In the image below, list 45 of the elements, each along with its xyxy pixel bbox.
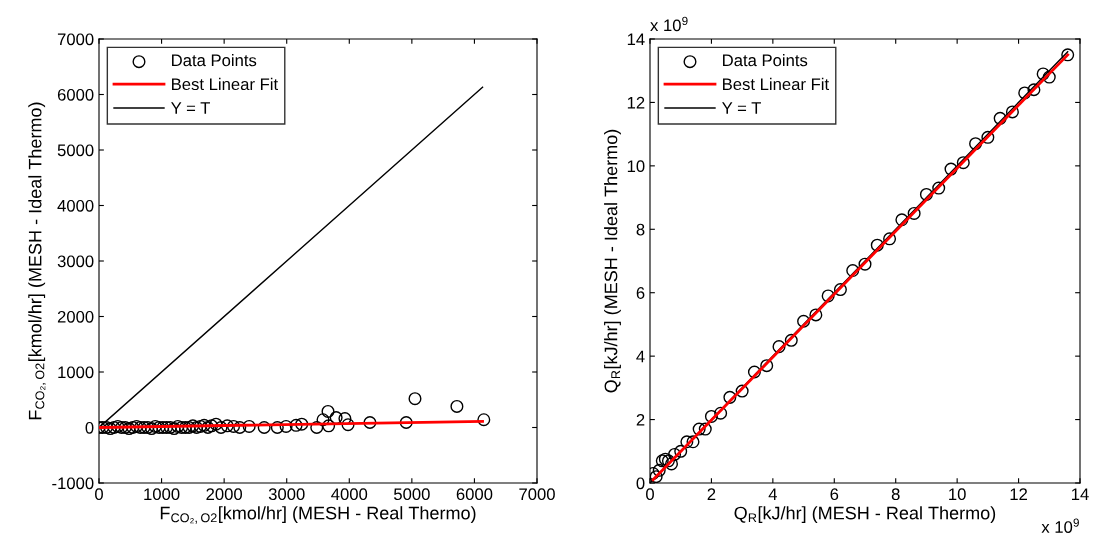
y-tick-label: 5000 [57, 144, 94, 157]
y-tick-label: 12 [627, 96, 645, 109]
y-axis-title: Q$_{R}$[kJ/hr] (MESH - Ideal Thermo) [604, 129, 621, 393]
y-tick-label: 8 [636, 223, 645, 236]
x-tick-label: 1000 [144, 488, 180, 501]
text: x 10$^{9}$ [1041, 518, 1079, 533]
x-tick-label: 5000 [393, 488, 430, 501]
y-tick-label: 2 [636, 413, 645, 426]
x-tick-label: 6 [830, 488, 839, 501]
x-tick-label: 0 [95, 488, 103, 501]
legend-label: Best Linear Fit [723, 77, 829, 91]
x-tick-label: 12 [1010, 488, 1027, 500]
y-tick-label: 0 [636, 477, 645, 490]
x-tick-label: 6000 [456, 488, 493, 501]
y-tick-label: 0 [85, 421, 94, 434]
x-tick-label: 7000 [519, 488, 555, 501]
x-tick-label: 14 [1072, 488, 1089, 500]
x-tick-label: 8 [891, 488, 900, 501]
y-tick-label: 2000 [57, 310, 94, 323]
legend-label: Best Linear Fit [172, 77, 278, 91]
text: x 10$^{9}$ [650, 16, 688, 32]
x-tick-label: 3000 [268, 488, 305, 501]
x-tick-label: 2000 [206, 488, 243, 501]
y-tick-label: 3000 [57, 255, 94, 268]
y-tick-label: 14 [627, 33, 645, 46]
x-tick-label: 4000 [331, 488, 368, 501]
y-tick-label: 6 [636, 287, 645, 299]
x-axis-title: Q$_{R}$[kJ/hr] (MESH - Real Thermo) [734, 506, 996, 524]
x-axis-title: F$_{CO₂,O2}$[kmol/hr] (MESH - Real Thermo) [160, 506, 476, 524]
y-tick-label: 6000 [57, 88, 94, 101]
y-tick-label: 1000 [58, 366, 94, 379]
x-tick-label: 4 [768, 488, 777, 500]
legend-label: Y = T [171, 102, 210, 114]
y-tick-label: 7000 [57, 33, 94, 46]
y-tick-label: 10 [627, 160, 645, 173]
y-tick-label: -1000 [52, 477, 94, 490]
y-axis-title: F$_{CO₂,O2}$[kmol/hr] (MESH - Ideal Thermo) [28, 102, 46, 420]
legend-label: Y = T [722, 102, 761, 114]
x-tick-label: 0 [646, 488, 654, 501]
legend-label: Data Points [723, 54, 808, 67]
y-tick-label: 4000 [57, 199, 94, 212]
legend-label: Data Points [172, 54, 257, 67]
x-tick-label: 2 [707, 488, 716, 500]
x-tick-label: 10 [949, 488, 966, 501]
y-tick-label: 4 [636, 350, 645, 363]
